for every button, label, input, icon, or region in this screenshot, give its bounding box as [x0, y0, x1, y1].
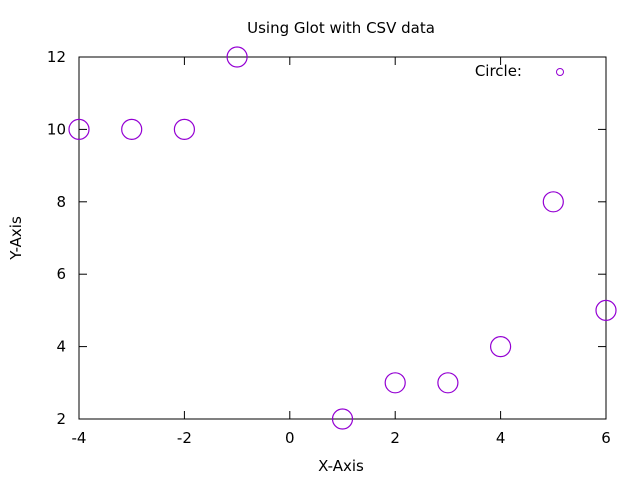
y-tick-label: 2: [56, 410, 66, 428]
axis-ticks: [78, 56, 607, 420]
data-point: [595, 299, 617, 321]
x-tick-label: 0: [285, 429, 295, 447]
y-tick-label: 10: [47, 120, 66, 138]
chart-title: Using Glot with CSV data: [247, 19, 435, 37]
data-point: [437, 372, 459, 394]
y-axis-label: Y-Axis: [7, 216, 25, 261]
x-tick-labels: -4 -2 0 2 4 6: [72, 429, 611, 447]
data-point: [173, 118, 195, 140]
y-tick-label: 12: [47, 48, 66, 66]
data-point: [226, 46, 248, 68]
legend: Circle:: [475, 62, 564, 80]
y-tick-label: 8: [56, 193, 66, 211]
data-point: [68, 118, 90, 140]
data-point: [490, 336, 512, 358]
legend-marker: [556, 68, 564, 76]
x-tick-label: 2: [390, 429, 400, 447]
plot-frame: [78, 56, 607, 420]
data-point: [542, 191, 564, 213]
data-point: [121, 118, 143, 140]
data-point: [384, 372, 406, 394]
x-tick-label: 4: [496, 429, 506, 447]
x-tick-label: -2: [177, 429, 192, 447]
y-tick-labels: 2 4 6 8 10 12: [47, 48, 66, 428]
y-tick-label: 4: [56, 338, 66, 356]
x-tick-label: 6: [601, 429, 611, 447]
legend-label: Circle:: [475, 62, 522, 80]
y-tick-label: 6: [56, 265, 66, 283]
x-tick-label: -4: [72, 429, 87, 447]
data-points: [68, 46, 617, 430]
x-axis-label: X-Axis: [318, 457, 364, 475]
data-point: [331, 408, 354, 430]
